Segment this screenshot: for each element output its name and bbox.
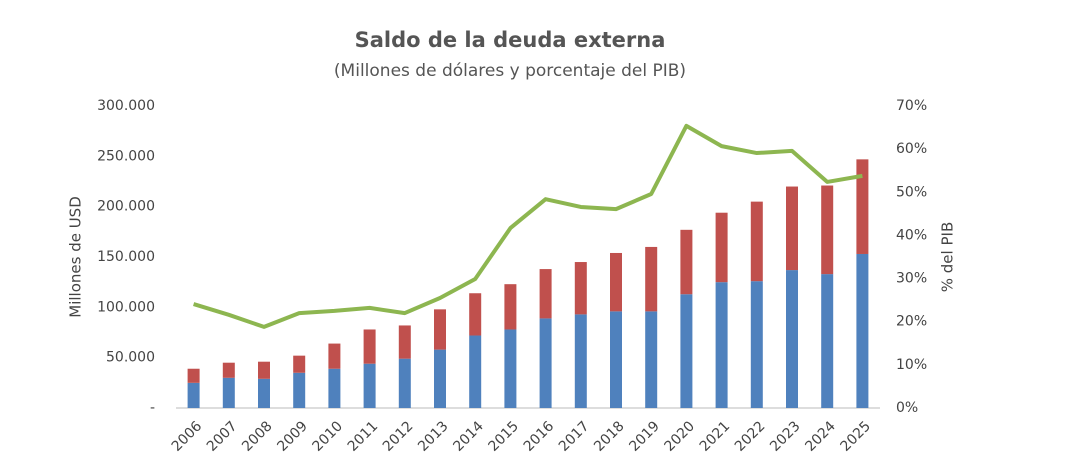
y-tick-label: - xyxy=(150,400,155,416)
bar-segment xyxy=(715,212,728,283)
bar-segment xyxy=(750,281,763,408)
line xyxy=(193,123,863,329)
bar-segment xyxy=(398,325,411,359)
bar-segment xyxy=(786,270,798,408)
bar-segment xyxy=(222,362,235,378)
x-tick-label: 2010 xyxy=(310,418,347,455)
bar-segment xyxy=(856,159,869,254)
bar-segment xyxy=(469,293,482,336)
x-tick-label: 2018 xyxy=(591,418,628,455)
bar-segment xyxy=(539,318,552,408)
bar-segment xyxy=(434,349,446,408)
bar-segment xyxy=(187,368,200,383)
x-tick-label: 2024 xyxy=(802,418,839,455)
x-tick-label: 2014 xyxy=(450,418,487,455)
x-tick-label: 2022 xyxy=(732,418,769,455)
bar-segment xyxy=(293,355,306,373)
bar-segment xyxy=(821,185,834,275)
bar-segment xyxy=(610,252,622,312)
bar-segment xyxy=(328,368,341,408)
x-tick-label: 2021 xyxy=(697,418,734,455)
bar-segment xyxy=(434,309,446,350)
bar-segment xyxy=(222,377,235,408)
y-tick-label: 250.000 xyxy=(97,148,155,164)
x-tick-label: 2023 xyxy=(767,418,804,455)
y2-tick-label: 10% xyxy=(896,357,927,373)
bar-segment xyxy=(187,382,200,408)
x-tick-label: 2013 xyxy=(415,418,452,455)
x-tick-label: 2011 xyxy=(345,418,382,455)
y-tick-label: 100.000 xyxy=(97,299,155,315)
bar-segment xyxy=(645,246,658,312)
x-tick-label: 2025 xyxy=(838,418,875,455)
y2-tick-label: 60% xyxy=(896,141,927,157)
x-tick-label: 2008 xyxy=(239,418,276,455)
y-tick-label: 300.000 xyxy=(97,98,155,114)
bar-segment xyxy=(539,269,552,319)
x-tick-label: 2019 xyxy=(626,418,663,455)
bar-segment xyxy=(680,229,693,295)
bar-segment xyxy=(680,294,693,408)
bar-segment xyxy=(504,284,517,330)
y2-tick-label: 50% xyxy=(896,184,927,200)
x-tick-label: 2017 xyxy=(556,418,593,455)
y2-tick-label: 30% xyxy=(896,271,927,287)
chart-title: Saldo de la deuda externa xyxy=(355,28,666,52)
y2-tick-label: 0% xyxy=(896,400,918,416)
x-tick-label: 2020 xyxy=(662,418,699,455)
x-tick-label: 2015 xyxy=(486,418,523,455)
bar-segment xyxy=(821,274,834,408)
bar-segment xyxy=(363,329,376,364)
bar-segment xyxy=(398,358,411,408)
bar-segment xyxy=(574,262,587,315)
x-tick-label: 2006 xyxy=(169,418,206,455)
y2-tick-label: 20% xyxy=(896,314,927,330)
bar-segment xyxy=(293,372,306,408)
bar-segment xyxy=(504,329,517,408)
x-tick-label: 2007 xyxy=(204,418,241,455)
bar-segment xyxy=(750,201,763,282)
bar-segment xyxy=(645,311,658,408)
y2-tick-label: 70% xyxy=(896,98,927,114)
bar-segment xyxy=(363,363,376,408)
chart-subtitle: (Millones de dólares y porcentaje del PI… xyxy=(334,61,686,81)
bar-segment xyxy=(258,361,270,379)
bar-segment xyxy=(258,378,270,408)
bar-segment xyxy=(328,343,341,369)
bar-segment xyxy=(610,311,622,408)
x-tick-label: 2016 xyxy=(521,418,558,455)
y-tick-label: 200.000 xyxy=(97,199,155,215)
y2-tick-label: 40% xyxy=(896,227,927,243)
bar-segment xyxy=(574,314,587,408)
bar-segment xyxy=(856,253,869,408)
bar-segment xyxy=(786,186,798,271)
y2-axis-label: % del PIB xyxy=(939,222,957,292)
x-tick-label: 2009 xyxy=(274,418,311,455)
y-axis-label: Millones de USD xyxy=(67,196,85,318)
bar-segment xyxy=(469,335,482,408)
bar-segment xyxy=(715,282,728,408)
y-tick-label: 150.000 xyxy=(97,249,155,265)
y-tick-label: 50.000 xyxy=(106,350,155,366)
x-tick-label: 2012 xyxy=(380,418,417,455)
